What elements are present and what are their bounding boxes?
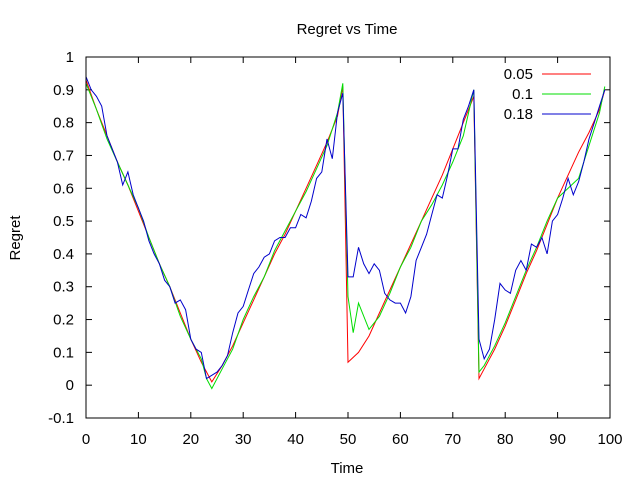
series-line-0-05	[85, 79, 606, 383]
y-tick-label: 0.7	[53, 147, 74, 164]
x-tick-label: 30	[235, 431, 252, 448]
x-tick-label: 90	[549, 431, 566, 448]
legend-label: 0.18	[504, 106, 533, 123]
series-lines	[85, 76, 606, 390]
x-axis-label: Time	[331, 460, 364, 477]
y-tick-label: 0.6	[53, 180, 74, 197]
y-tick-label: 0	[66, 377, 74, 394]
legend-label: 0.1	[512, 86, 533, 103]
chart-title: Regret vs Time	[297, 21, 398, 38]
y-tick-label: 0.1	[53, 344, 74, 361]
legend: 0.05 0.1 0.18	[504, 66, 591, 123]
y-tick-label: 0.4	[53, 246, 74, 263]
y-tick-label: 0.2	[53, 312, 74, 329]
x-tick-label: 20	[182, 431, 199, 448]
plot-frame	[85, 56, 611, 419]
series-line-0-1	[85, 83, 606, 390]
y-axis-label: Regret	[7, 215, 24, 261]
series-line-0-18	[85, 76, 606, 380]
x-tick-label: 60	[392, 431, 409, 448]
x-tick-label: 0	[82, 431, 90, 448]
y-tick-label: -0.1	[48, 410, 74, 427]
y-tick-label: 0.5	[53, 213, 74, 230]
y-tick-label: 1	[66, 49, 74, 66]
x-tick-label: 80	[497, 431, 514, 448]
legend-label: 0.05	[504, 66, 533, 83]
y-tick-label: 0.3	[53, 279, 74, 296]
y-tick-label: 0.8	[53, 115, 74, 132]
x-tick-label: 10	[130, 431, 147, 448]
y-tick-label: 0.9	[53, 82, 74, 99]
x-tick-label: 100	[597, 431, 622, 448]
axis-ticks: 0 10 20 30 40 50 60 70 80 90 100 -0.1 0 0.1 0.2 0.3 0.4 0…	[48, 49, 622, 448]
x-tick-label: 70	[444, 431, 461, 448]
x-tick-label: 50	[340, 431, 357, 448]
x-tick-label: 40	[287, 431, 304, 448]
